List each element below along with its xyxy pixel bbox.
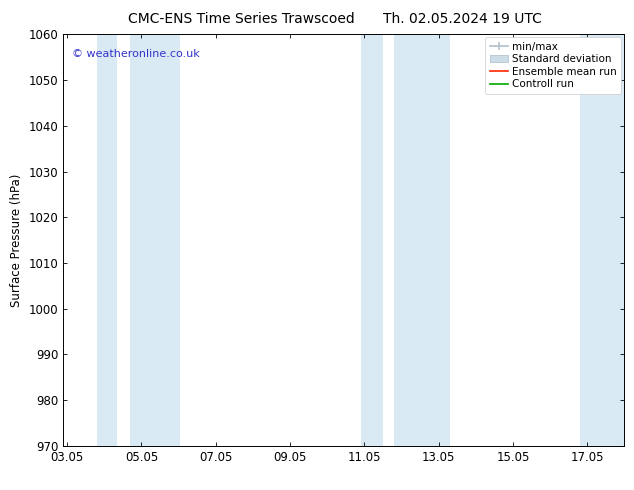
Y-axis label: Surface Pressure (hPa): Surface Pressure (hPa) — [10, 173, 23, 307]
Bar — [580, 34, 624, 446]
Bar — [97, 34, 117, 446]
Text: © weatheronline.co.uk: © weatheronline.co.uk — [72, 49, 200, 59]
Bar — [394, 34, 450, 446]
Text: Th. 02.05.2024 19 UTC: Th. 02.05.2024 19 UTC — [384, 12, 542, 26]
Bar — [130, 34, 181, 446]
Legend: min/max, Standard deviation, Ensemble mean run, Controll run: min/max, Standard deviation, Ensemble me… — [486, 37, 621, 94]
Text: CMC-ENS Time Series Trawscoed: CMC-ENS Time Series Trawscoed — [127, 12, 354, 26]
Bar — [361, 34, 383, 446]
